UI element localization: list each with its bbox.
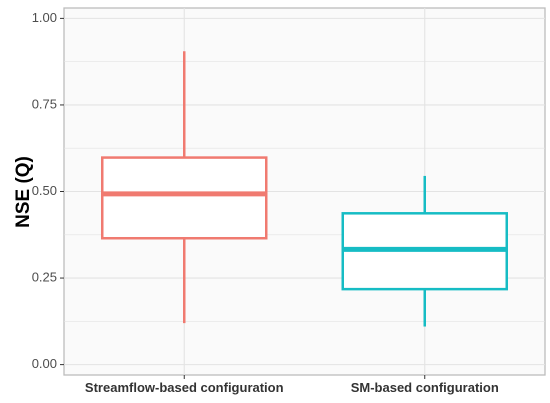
iqr-box: [101, 156, 268, 240]
x-category-label: Streamflow-based configuration: [85, 380, 284, 395]
y-tick-label: 0.75: [32, 96, 57, 111]
y-axis-title: NSE (Q): [13, 156, 34, 228]
y-tick-label: 0.00: [32, 356, 57, 371]
x-category-label: SM-based configuration: [351, 380, 499, 395]
x-axis-ticks: Streamflow-based configuration SM-based c…: [85, 375, 499, 395]
box-1: [101, 51, 268, 324]
y-tick-label: 1.00: [32, 10, 57, 25]
y-tick-label: 0.25: [32, 269, 57, 284]
boxes: [101, 51, 508, 327]
y-axis-ticks: 0.00 0.25 0.50 0.75 1.00: [32, 10, 64, 371]
y-tick-label: 0.50: [32, 183, 57, 198]
box-2: [341, 175, 508, 327]
